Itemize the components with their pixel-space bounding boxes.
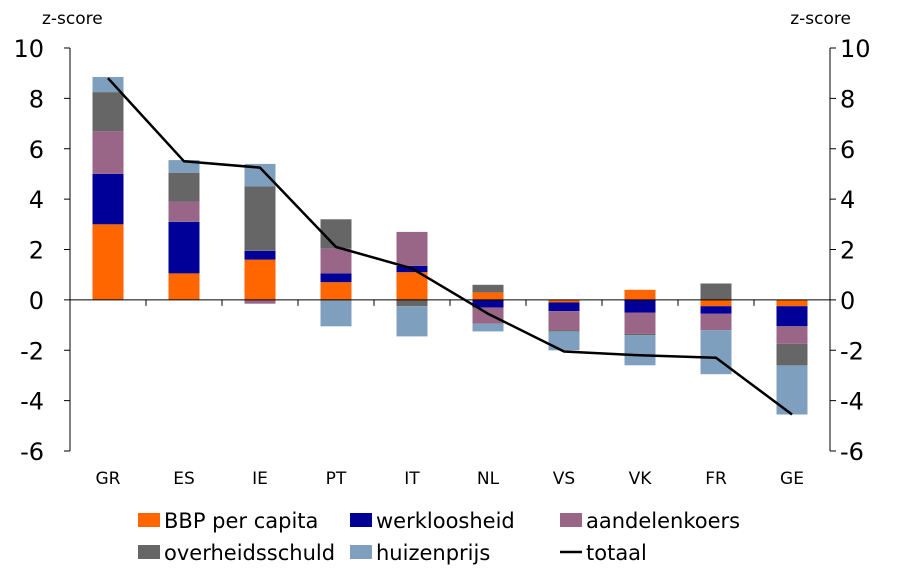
legend-label: BBP per capita — [164, 509, 318, 533]
x-label-vk: VK — [629, 469, 653, 489]
x-label-ie: IE — [252, 469, 268, 489]
bar-vs-series-3 — [548, 330, 580, 332]
y-axis-title-left: z-score — [42, 9, 103, 29]
x-label-fr: FR — [705, 469, 727, 489]
bar-fr-series-2 — [700, 313, 732, 331]
y-tick-label-left: 8 — [29, 85, 44, 113]
bar-vk-series-1 — [624, 299, 656, 313]
bar-vk-series-0 — [624, 289, 656, 300]
x-label-it: IT — [404, 469, 420, 489]
legend-item-totaal: totaal — [560, 541, 647, 565]
bar-vs-series-0 — [548, 299, 580, 303]
bar-it-series-3 — [396, 299, 428, 307]
bar-ge-series-3 — [776, 344, 808, 366]
bar-nl-series-1 — [472, 299, 504, 308]
bar-es-series-2 — [168, 201, 200, 222]
y-tick-label-right: 4 — [840, 186, 855, 214]
bar-nl-series-0 — [472, 292, 504, 300]
y-tick-label-right: 0 — [840, 287, 855, 315]
legend-label: huizenprijs — [376, 541, 490, 565]
bar-fr-series-0 — [700, 299, 732, 307]
legend-swatch — [138, 513, 160, 527]
y-tick-label-left: 4 — [29, 186, 44, 214]
bar-ie-series-0 — [244, 259, 276, 300]
bar-vk-series-3 — [624, 333, 656, 336]
legend-swatch — [350, 513, 372, 527]
legend-label: aandelenkoers — [586, 509, 740, 533]
y-tick-label-left: -6 — [20, 438, 44, 466]
x-label-vs: VS — [553, 469, 575, 489]
bar-es-series-0 — [168, 273, 200, 300]
x-label-ge: GE — [780, 469, 804, 489]
y-tick-label-right: 6 — [840, 136, 855, 164]
bar-pt-series-0 — [320, 282, 352, 300]
legend-swatch — [560, 513, 582, 527]
bar-it-series-2 — [396, 231, 428, 266]
bar-vk-series-4 — [624, 335, 656, 366]
y-tick-label-right: -2 — [840, 337, 864, 365]
totaal-line — [107, 77, 793, 416]
legend-label: overheidsschuld — [164, 541, 335, 565]
bar-pt-series-2 — [320, 248, 352, 274]
legend-item-aandelenkoers: aandelenkoers — [560, 509, 740, 533]
bar-pt-series-1 — [320, 273, 352, 283]
legend-item-werkloosheid: werkloosheid — [350, 509, 515, 533]
bar-ie-series-4 — [244, 163, 276, 187]
bar-vk-series-2 — [624, 312, 656, 334]
bar-gr-series-3 — [92, 92, 124, 132]
y-tick-label-left: 0 — [29, 287, 44, 315]
bar-nl-series-2 — [472, 307, 504, 324]
y-tick-label-left: 10 — [13, 35, 44, 63]
bar-vs-series-2 — [548, 311, 580, 331]
bar-it-series-4 — [396, 306, 428, 337]
bar-fr-series-3 — [700, 283, 732, 300]
y-tick-label-right: 8 — [840, 85, 855, 113]
bar-ge-series-1 — [776, 306, 808, 327]
legend-label: werkloosheid — [376, 509, 515, 533]
bar-ie-series-3 — [244, 186, 276, 251]
y-tick-label-right: -4 — [840, 388, 864, 416]
bar-it-series-0 — [396, 272, 428, 300]
x-label-nl: NL — [477, 469, 500, 489]
bar-ie-series-2 — [244, 299, 276, 304]
bar-pt-series-4 — [320, 299, 352, 327]
bar-es-series-4 — [168, 160, 200, 173]
y-tick-label-left: 2 — [29, 237, 44, 265]
bar-gr-series-1 — [92, 173, 124, 225]
y-tick-label-right: 2 — [840, 237, 855, 265]
bar-nl-series-3 — [472, 284, 504, 293]
x-label-pt: PT — [326, 469, 347, 489]
x-label-es: ES — [173, 469, 195, 489]
bar-vs-series-4 — [548, 331, 580, 351]
bar-ie-series-1 — [244, 250, 276, 260]
bar-nl-series-4 — [472, 323, 504, 332]
legend-item-overheidsschuld: overheidsschuld — [138, 541, 335, 565]
x-label-gr: GR — [96, 469, 121, 489]
y-axis-title-right: z-score — [790, 9, 851, 29]
bar-gr-series-2 — [92, 131, 124, 174]
y-tick-label-right: 10 — [840, 35, 871, 63]
bar-ge-series-2 — [776, 326, 808, 344]
bar-fr-series-1 — [700, 306, 732, 314]
bar-es-series-3 — [168, 172, 200, 202]
y-tick-label-left: 6 — [29, 136, 44, 164]
bar-gr-series-0 — [92, 224, 124, 300]
bar-ge-series-0 — [776, 299, 808, 307]
y-tick-label-left: -4 — [20, 388, 44, 416]
legend-item-bbp-per-capita: BBP per capita — [138, 509, 318, 533]
y-tick-label-right: -6 — [840, 438, 864, 466]
y-tick-label-left: -2 — [20, 337, 44, 365]
legend-swatch — [350, 545, 372, 559]
legend-item-huizenprijs: huizenprijs — [350, 541, 490, 565]
bar-pt-series-3 — [320, 219, 352, 249]
bar-es-series-1 — [168, 221, 200, 274]
legend-swatch — [138, 545, 160, 559]
legend-label: totaal — [586, 541, 647, 565]
bar-vs-series-1 — [548, 302, 580, 312]
bar-fr-series-4 — [700, 330, 732, 375]
